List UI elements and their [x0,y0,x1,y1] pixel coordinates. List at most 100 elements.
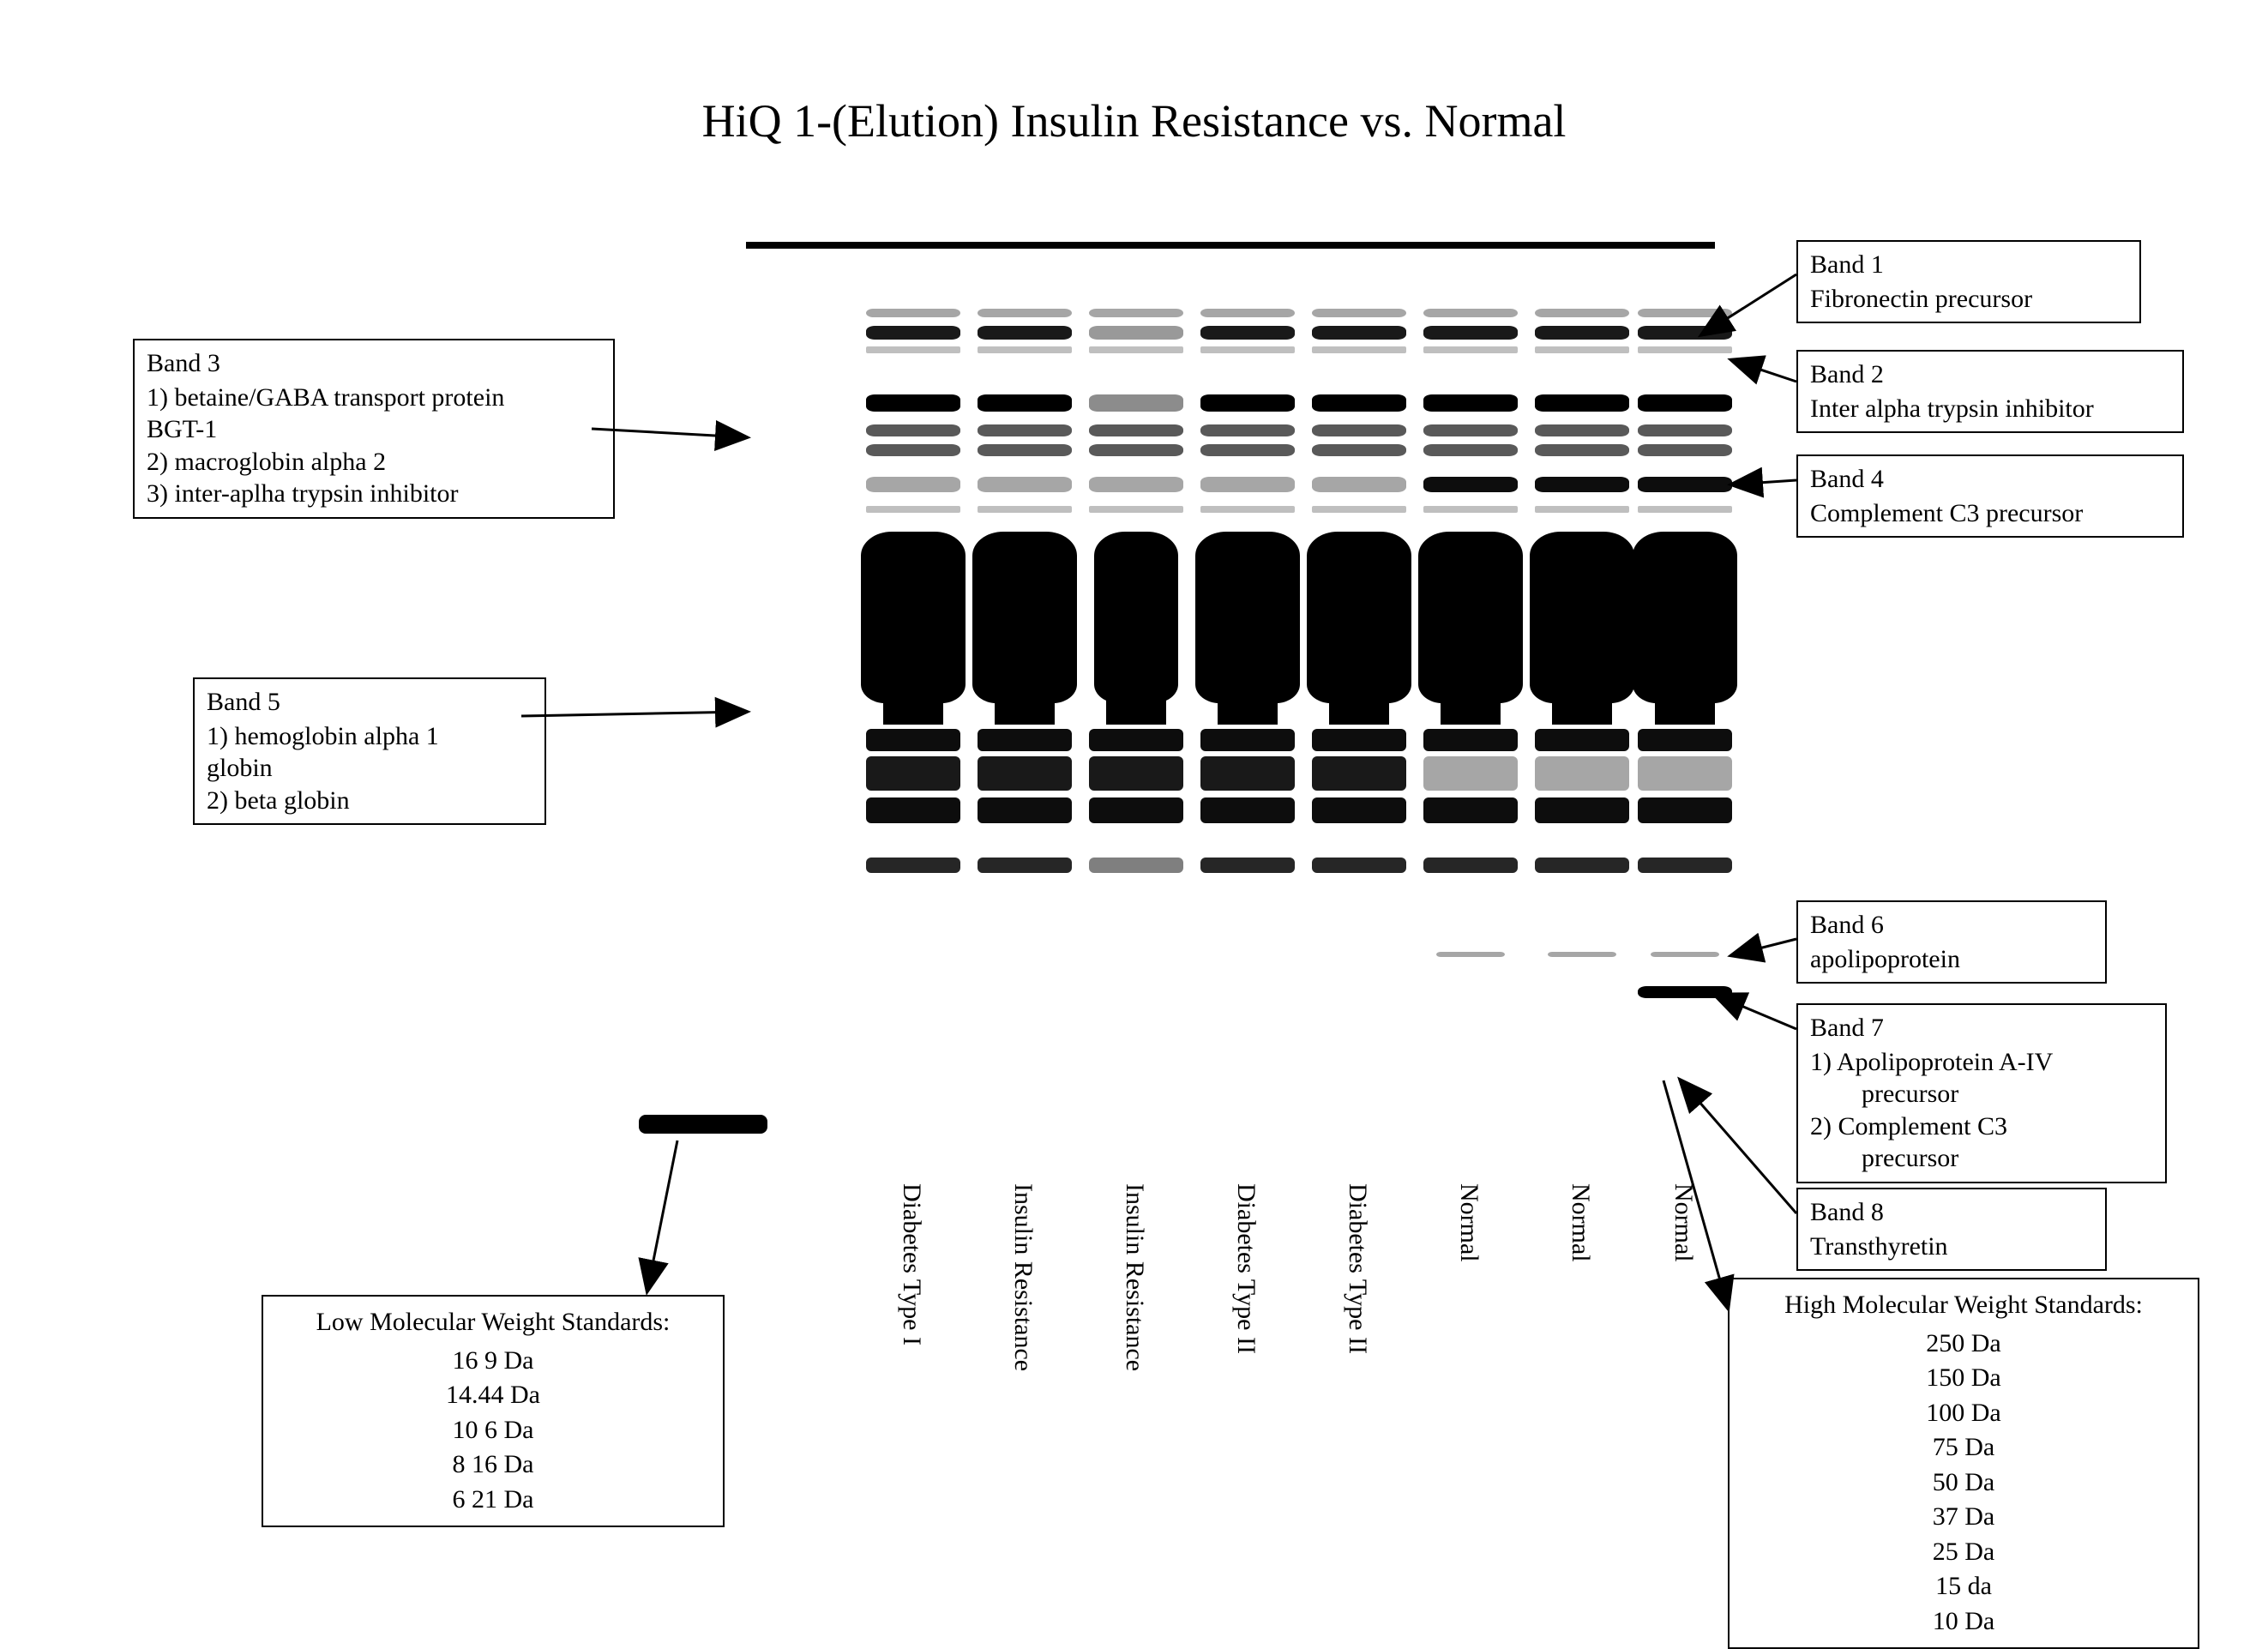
annotation-band4: Band 4Complement C3 precursor [1796,454,2184,538]
gel-band [1089,424,1183,436]
gel-band [1200,506,1295,513]
gel-band [866,756,960,791]
annotation-title: Band 3 [147,347,601,380]
gel-band [866,858,960,873]
mw-high-value: 10 Da [1745,1604,2182,1640]
gel-band [1638,346,1732,353]
mw-high-value: 25 Da [1745,1535,2182,1570]
annotation-title: Band 6 [1810,909,2093,942]
gel-lane [1638,0,1732,1029]
gel-band [978,346,1072,353]
gel-band [1548,952,1616,957]
annotation-line: Transthyretin [1810,1231,2093,1263]
low-mw-standard-band [639,1115,767,1134]
gel-major-blob [1633,532,1737,703]
gel-band [1423,506,1518,513]
lane-label: Diabetes Type II [1231,1183,1260,1354]
gel-band [1200,477,1295,492]
gel-band [1089,858,1183,873]
gel-band [978,444,1072,456]
gel-band [1200,756,1295,791]
gel-band [866,424,960,436]
gel-band [1423,477,1518,492]
gel-band [1312,506,1406,513]
gel-major-blob [861,532,966,703]
annotation-line: 2) macroglobin alpha 2 [147,446,601,478]
gel-band [866,394,960,412]
gel-band [1535,756,1629,791]
gel-band [866,797,960,823]
gel-neck [1218,699,1278,725]
annotation-title: Band 5 [207,686,532,719]
gel-band [1638,326,1732,340]
gel-band [1423,394,1518,412]
gel-lane [1423,0,1518,1029]
gel-band [978,729,1072,751]
gel-band [1089,309,1183,317]
gel-lane [1312,0,1406,1029]
gel-lane [1089,0,1183,1029]
gel-band [1423,309,1518,317]
gel-band [866,729,960,751]
annotation-line: 1) betaine/GABA transport protein [147,382,601,414]
gel-neck [1655,699,1715,725]
gel-band [1423,858,1518,873]
gel-band [1089,444,1183,456]
gel-band [1312,797,1406,823]
gel-band [1535,326,1629,340]
gel-band [1638,797,1732,823]
gel-major-blob [1195,532,1300,703]
gel-band [978,326,1072,340]
gel-band [1312,424,1406,436]
gel-band [1535,309,1629,317]
annotation-title: Band 7 [1810,1012,2153,1044]
annotation-line: precursor [1810,1078,2153,1110]
gel-neck [995,699,1055,725]
annotation-band7: Band 71) Apolipoprotein A-IV precursor2)… [1796,1003,2167,1183]
annotation-line: globin [207,752,532,785]
mw-high-value: 15 da [1745,1569,2182,1604]
gel-lane [866,0,960,1029]
gel-band [978,756,1072,791]
gel-band [978,797,1072,823]
lane-label: Diabetes Type I [897,1183,926,1345]
annotation-band3: Band 31) betaine/GABA transport proteinB… [133,339,615,519]
annotation-title: Band 4 [1810,463,2170,496]
gel-band [1535,346,1629,353]
gel-neck [1552,699,1612,725]
gel-band [1535,394,1629,412]
annotation-line: apolipoprotein [1810,943,2093,976]
low-mw-standards-box: Low Molecular Weight Standards:16 9 Da14… [262,1295,725,1527]
annotation-line: Fibronectin precursor [1810,283,2127,316]
gel-band [1200,346,1295,353]
gel-band [1312,756,1406,791]
gel-band [1200,424,1295,436]
gel-band [1638,729,1732,751]
gel-band [1638,858,1732,873]
high-mw-standards-box: High Molecular Weight Standards:250 Da15… [1728,1278,2199,1649]
annotation-line: 2) beta globin [207,785,532,817]
gel-band [866,346,960,353]
annotation-line: 1) Apolipoprotein A-IV [1810,1046,2153,1079]
mw-low-title: Low Molecular Weight Standards: [279,1305,707,1340]
gel-band [1089,506,1183,513]
gel-band [1312,477,1406,492]
mw-high-value: 50 Da [1745,1465,2182,1501]
gel-band [1423,424,1518,436]
gel-band [1089,729,1183,751]
annotation-line: 1) hemoglobin alpha 1 [207,720,532,753]
gel-major-blob [1530,532,1634,703]
annotation-line: 3) inter-aplha trypsin inhibitor [147,478,601,510]
gel-band [1535,444,1629,456]
gel-major-blob [1418,532,1523,703]
lane-label: Normal [1566,1183,1595,1262]
gel-band [1200,444,1295,456]
gel-band [1089,477,1183,492]
mw-low-value: 6 21 Da [279,1483,707,1518]
gel-band [1423,797,1518,823]
gel-band [1535,729,1629,751]
annotation-line: Complement C3 precursor [1810,497,2170,530]
gel-band [978,424,1072,436]
gel-band [1638,756,1732,791]
mw-high-value: 150 Da [1745,1361,2182,1396]
